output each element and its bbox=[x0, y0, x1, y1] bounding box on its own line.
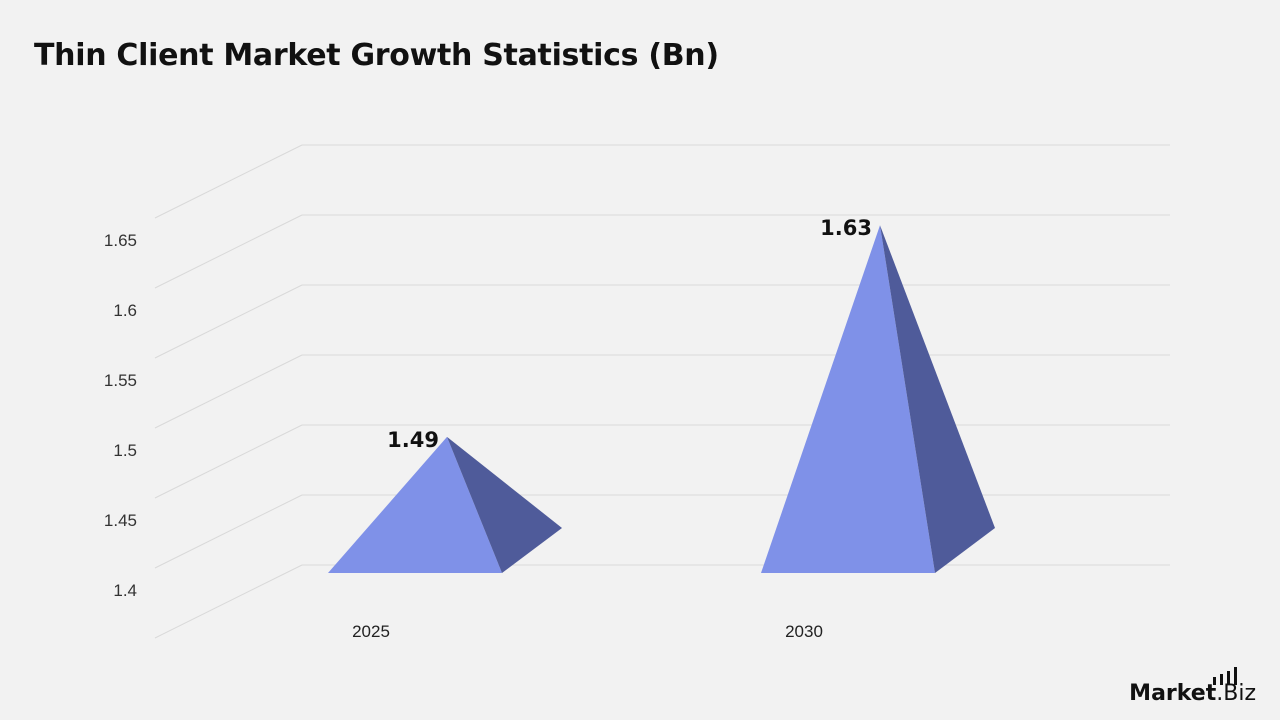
pyramid-side-face bbox=[880, 225, 995, 574]
y-tick-label: 1.55 bbox=[104, 371, 137, 390]
gridline-depth bbox=[154, 214, 303, 289]
y-tick-label: 1.4 bbox=[113, 581, 137, 600]
chart-gridlines bbox=[154, 144, 1170, 639]
gridline-depth bbox=[154, 144, 303, 219]
gridline-depth bbox=[154, 354, 303, 429]
data-label: 1.63 bbox=[820, 216, 872, 240]
logo-suffix-text: .Biz bbox=[1216, 681, 1256, 706]
marketbiz-logo: Market.Biz bbox=[1129, 667, 1256, 706]
data-label: 1.49 bbox=[387, 428, 439, 452]
x-tick-label: 2030 bbox=[785, 622, 823, 641]
y-tick-label: 1.6 bbox=[113, 301, 137, 320]
signal-bars-icon bbox=[1213, 667, 1238, 685]
y-tick-label: 1.45 bbox=[104, 511, 137, 530]
gridline-depth bbox=[154, 564, 303, 639]
y-tick-label: 1.5 bbox=[113, 441, 137, 460]
logo-brand-text: Market bbox=[1129, 681, 1217, 706]
x-tick-label: 2025 bbox=[352, 622, 390, 641]
data-labels: 1.49 1.63 bbox=[387, 216, 872, 452]
pyramid-front-face bbox=[328, 436, 502, 573]
gridline-depth bbox=[154, 424, 303, 499]
y-tick-label: 1.65 bbox=[104, 231, 137, 250]
x-axis-tick-labels: 2025 2030 bbox=[352, 622, 823, 641]
pyramid-front-face bbox=[761, 225, 935, 574]
y-axis-tick-labels: 1.4 1.45 1.5 1.55 1.6 1.65 bbox=[104, 231, 137, 600]
chart-marks bbox=[328, 225, 995, 574]
gridline-depth bbox=[154, 284, 303, 359]
pyramid-side-face bbox=[447, 436, 562, 573]
chart-title: Thin Client Market Growth Statistics (Bn… bbox=[34, 38, 719, 73]
gridline-depth bbox=[154, 494, 303, 569]
